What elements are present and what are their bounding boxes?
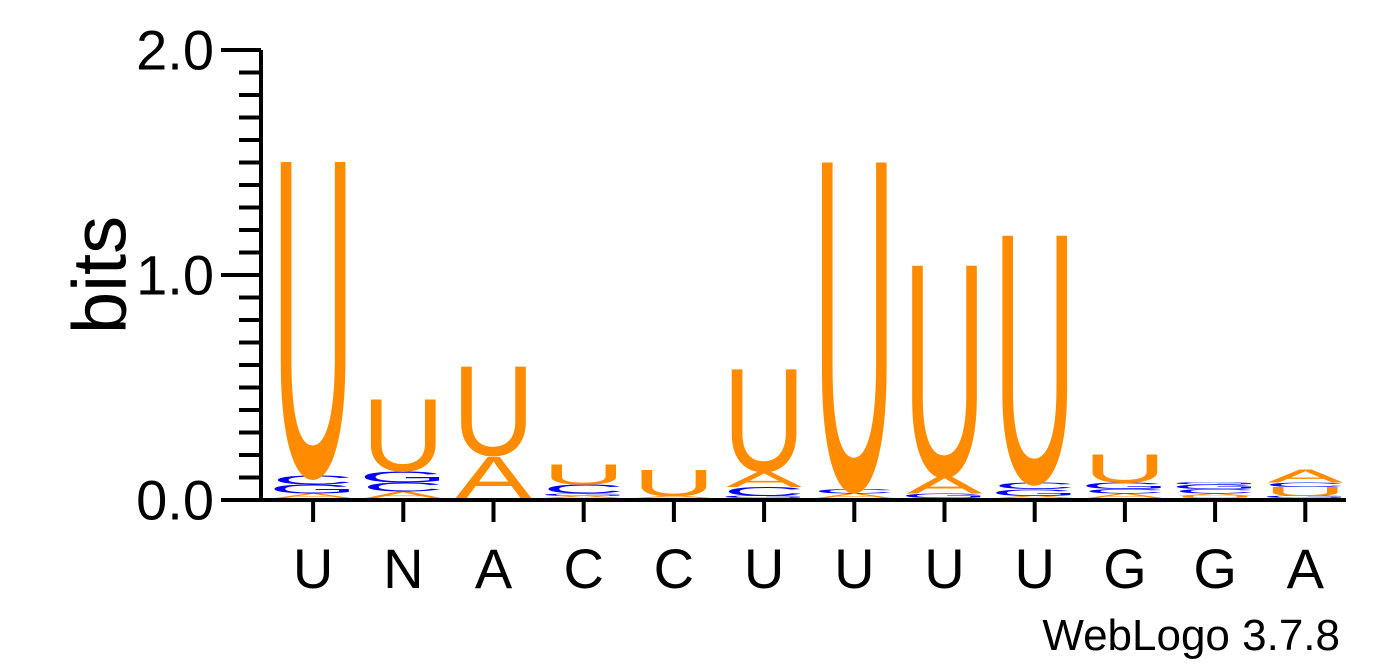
x-tick-label: U [293,537,333,600]
logo-glyph-a: A [997,495,1073,499]
x-tick-label: C [563,537,603,600]
logo-glyph-u: U [362,378,444,494]
x-tick-label: G [1103,537,1147,600]
logo-glyph-c: C [1264,481,1346,488]
logo-glyph-g: G [1261,495,1350,499]
y-tick-label: 1.0 [136,244,214,307]
logo-glyph-g: G [539,493,628,497]
logo-glyph-g: G [720,495,809,499]
logo-glyph-a: A [636,495,712,499]
x-tick-label: C [654,537,694,600]
logo-glyph-u: U [1084,446,1166,491]
logo-glyph-c: C [1174,488,1256,495]
logo-glyph-c: C [272,473,354,487]
logo-glyph-g: G [990,487,1079,497]
y-axis-ticks: 0.0 1.0 2.0 [136,19,261,532]
x-tick-label: U [834,537,874,600]
y-axis-title: bits [58,216,143,334]
logo-glyph-u: U [543,459,625,491]
logo-glyph-a: A [907,471,983,499]
logo-glyph-u: U [633,462,715,504]
x-tick-label: N [383,537,423,600]
x-tick-label: U [924,537,964,600]
logo-glyph-a: A [816,492,892,499]
logo-glyph-u: U [903,200,985,540]
weblogo-credit: WebLogo 3.7.8 [1042,611,1340,660]
logo-glyph-a: A [365,490,441,500]
logo-glyph-u: U [1174,495,1256,499]
logo-glyph-a: A [1177,493,1253,497]
x-tick-label: G [1193,537,1237,600]
logo-glyph-c: C [813,488,895,495]
logo-glyph-a: A [726,467,802,491]
logo-glyph-a: A [1087,492,1163,499]
x-tick-label: U [1014,537,1054,600]
logo-glyph-a: A [546,495,622,499]
logo-glyph-u: U [452,339,534,483]
x-tick-label: U [744,537,784,600]
logo-glyph-u: U [994,159,1076,559]
logo-glyph-c: C [723,485,805,499]
y-tick-label: 0.0 [136,469,214,532]
logo-glyph-u: U [272,64,354,573]
logo-glyph-g: G [359,468,448,486]
logo-glyph-c: C [543,482,625,496]
logo-glyph-g: G [1171,483,1260,490]
logo-glyph-g: G [1171,482,1260,486]
logo-glyph-a: A [1267,465,1344,486]
logo-glyph-u: U [723,338,805,503]
logo-glyph-c: C [994,481,1076,491]
logo-glyph-c: C [362,480,444,494]
x-tick-label: A [475,537,513,600]
logo-glyph-g: G [900,492,989,499]
logo-glyph-c: C [1084,488,1166,495]
logo-glyph-u: U [1264,485,1346,499]
logo-glyph-g: G [269,482,358,496]
logo-glyph-g: G [1081,481,1170,491]
x-tick-label: A [1287,537,1325,600]
logo-glyph-a: A [275,492,351,499]
y-tick-label: 2.0 [136,19,214,82]
